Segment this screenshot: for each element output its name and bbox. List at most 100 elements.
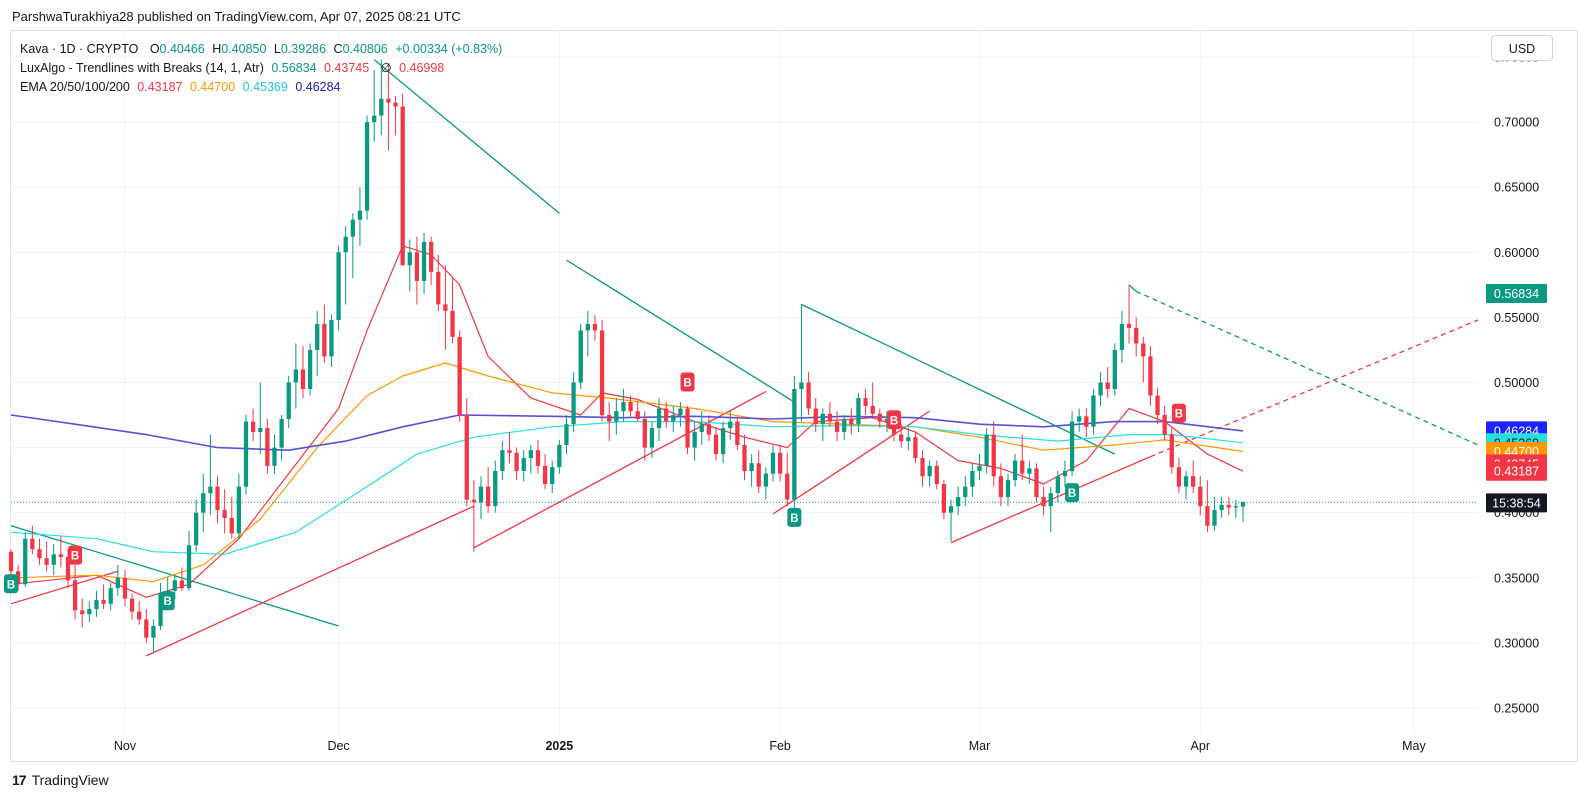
break-marker — [787, 507, 802, 527]
candle-body — [336, 252, 341, 321]
candle-body — [1041, 497, 1046, 507]
candle-body — [706, 424, 712, 435]
candle-body — [628, 402, 633, 412]
luxalgo-v1: 0.56834 — [271, 61, 317, 75]
candle-body — [1084, 416, 1089, 427]
candle-body — [870, 405, 875, 414]
candle-body — [649, 428, 655, 448]
currency-button[interactable]: USD — [1491, 35, 1553, 61]
break-marker-label: B — [7, 579, 15, 591]
x-axis: Nov Dec 2025 Feb Mar Apr May — [114, 739, 1427, 753]
candle-body — [1233, 506, 1239, 508]
candle-body — [1112, 349, 1117, 390]
candle-body — [792, 389, 797, 500]
candle-body — [856, 398, 861, 425]
candle-body — [749, 463, 754, 472]
ema100-line — [10, 421, 1244, 555]
candle-body — [963, 486, 968, 498]
low-label: L — [273, 42, 281, 56]
grid — [11, 31, 1478, 734]
luxalgo-empty-symbol: ∅ — [380, 61, 392, 75]
chart-frame — [10, 30, 1578, 762]
candle-body — [407, 252, 412, 266]
candle-body — [692, 431, 697, 448]
candle-body — [934, 465, 939, 485]
candle-body — [585, 323, 590, 331]
candle-body — [493, 471, 498, 507]
candle-body — [315, 323, 320, 350]
break-marker — [68, 545, 83, 565]
ema20-line — [10, 245, 1244, 598]
x-tick-label: Dec — [327, 739, 349, 753]
candle-body — [393, 102, 398, 107]
footer-brand[interactable]: 17 TradingView — [12, 772, 109, 788]
candle-body — [80, 610, 85, 615]
candle-body — [806, 382, 811, 409]
candle-body — [1148, 356, 1153, 396]
candle-body — [507, 450, 512, 453]
candle-body — [1134, 327, 1139, 344]
candle-body — [58, 554, 63, 557]
y-tick-label: 0.55000 — [1494, 311, 1539, 325]
candle-body — [1169, 434, 1174, 468]
candle-body — [834, 421, 840, 432]
candle-body — [215, 486, 220, 511]
y-tick-label: 0.65000 — [1494, 181, 1539, 195]
candle-body — [44, 558, 49, 565]
candle-body — [1034, 468, 1039, 498]
candle-body — [1091, 395, 1096, 427]
candle-body — [977, 465, 982, 472]
candle-body — [1205, 506, 1210, 526]
candle-body — [1240, 502, 1246, 507]
break-marker-label: B — [164, 596, 172, 608]
candle-body — [557, 444, 562, 468]
candle-body — [115, 577, 120, 589]
candle-body — [1176, 467, 1182, 487]
y-axis: 0.750000.700000.650000.600000.550000.500… — [1494, 51, 1539, 716]
candle-body — [343, 236, 348, 253]
break-marker — [1171, 403, 1186, 423]
candle-body — [528, 450, 533, 459]
candle-body — [678, 408, 683, 416]
price-tag — [1486, 493, 1547, 513]
candle-body — [30, 538, 35, 550]
candle-body — [1069, 421, 1075, 472]
x-tick-label: Nov — [114, 739, 137, 753]
candle-body — [842, 418, 847, 432]
candle-body — [542, 465, 548, 485]
open-label: O — [149, 42, 160, 56]
candle-body — [728, 421, 733, 429]
candle-body — [307, 349, 313, 390]
candle-body — [15, 571, 21, 585]
ema100-value: 0.45369 — [242, 80, 288, 94]
candle-body — [820, 413, 825, 425]
candle-body — [172, 580, 177, 591]
candle-body — [179, 580, 185, 589]
candle-body — [713, 434, 719, 455]
tradingview-logo-icon: 17 — [12, 772, 27, 788]
break-marker-label: B — [683, 378, 691, 390]
candle-body — [920, 458, 925, 477]
candle-body — [414, 252, 420, 281]
candle-body — [927, 465, 932, 477]
close-value: 0.40806 — [342, 42, 388, 56]
candle-body — [322, 323, 327, 357]
candle-body — [899, 434, 904, 442]
trendline — [1150, 319, 1479, 458]
candle-body — [208, 486, 213, 494]
candle-body — [443, 304, 448, 311]
symbol-name: Kava · 1D · CRYPTO — [20, 42, 139, 56]
candle-body — [229, 517, 234, 534]
candle-body — [1105, 382, 1110, 390]
candle-body — [293, 369, 298, 383]
price-tag-label: 0.56834 — [1494, 287, 1539, 301]
candle-body — [400, 106, 405, 266]
candle-body — [948, 506, 954, 513]
candle-body — [272, 447, 277, 466]
candle-body — [763, 473, 769, 487]
candle-body — [756, 463, 761, 487]
candle-body — [685, 408, 690, 448]
publisher-line: ParshwaTurakhiya28 published on TradingV… — [12, 9, 461, 24]
candle-body — [998, 476, 1004, 498]
